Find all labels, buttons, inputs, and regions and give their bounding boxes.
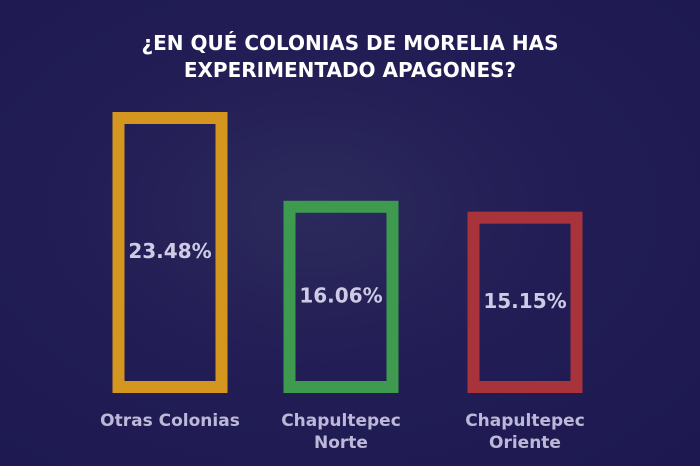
bar	[112, 112, 228, 393]
value-label: 16.06%	[299, 283, 382, 307]
bar	[283, 200, 399, 393]
value-label: 15.15%	[483, 289, 566, 313]
value-label: 23.48%	[128, 239, 211, 263]
x-tick-label: Otras Colonias	[100, 411, 240, 431]
chart-title: ¿EN QUÉ COLONIAS DE MORELIA HAS EXPERIME…	[141, 31, 559, 82]
x-tick-label: Chapultepec Oriente	[465, 411, 585, 453]
x-tick-label: Chapultepec Norte	[281, 411, 401, 453]
bar	[467, 211, 583, 393]
